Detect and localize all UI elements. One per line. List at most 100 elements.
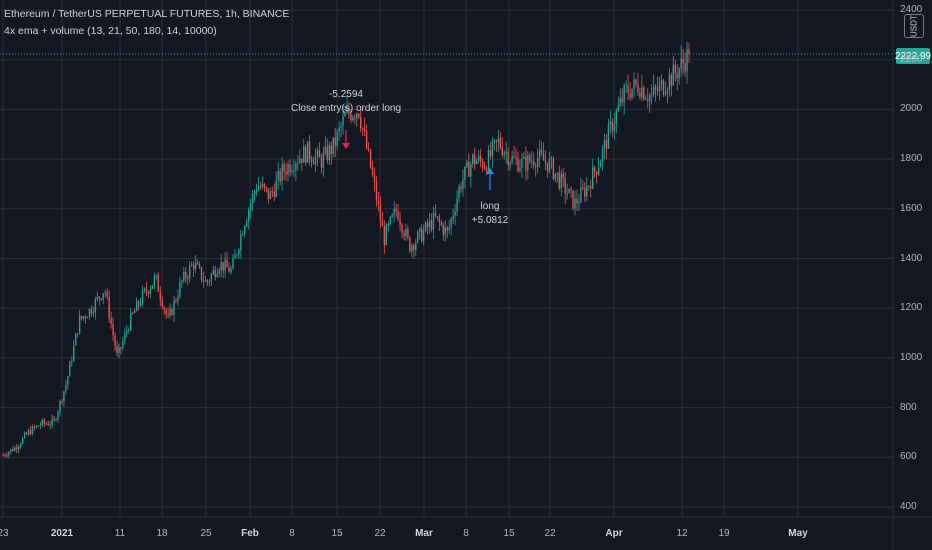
- candle-body: [86, 317, 89, 319]
- candle-body: [177, 296, 179, 301]
- candle-body: [346, 107, 348, 113]
- candle-body: [489, 149, 492, 157]
- currency-unit-button[interactable]: USDT: [904, 14, 924, 38]
- candle-body: [122, 340, 124, 349]
- candle-body: [356, 113, 358, 119]
- candle-body: [222, 262, 224, 272]
- candle-body: [102, 293, 104, 300]
- candle-body: [198, 264, 201, 268]
- candle-body: [149, 288, 152, 294]
- candle-body: [141, 290, 144, 304]
- candle-body: [497, 138, 500, 142]
- candle-body: [57, 411, 59, 420]
- candle-body: [588, 186, 590, 188]
- candle-body: [509, 162, 511, 166]
- candle-body: [409, 237, 411, 252]
- candle-body: [515, 157, 517, 159]
- candle-body: [84, 316, 87, 318]
- candle-body: [470, 164, 472, 177]
- candle-body: [155, 275, 157, 277]
- candle-body: [265, 186, 268, 189]
- candle-body: [173, 300, 175, 315]
- candle-body: [362, 128, 364, 130]
- candle-body: [179, 281, 181, 297]
- candle-body: [133, 311, 136, 314]
- candle-body: [597, 167, 600, 175]
- candle-body: [43, 419, 45, 424]
- candle-body: [373, 174, 376, 183]
- candle-body: [466, 161, 468, 167]
- candle-body: [538, 149, 541, 158]
- candle-body: [159, 291, 161, 300]
- candle-body: [639, 92, 641, 98]
- candle-body: [358, 113, 360, 117]
- candle-body: [666, 90, 669, 94]
- candle-body: [244, 226, 246, 235]
- candle-body: [503, 152, 505, 156]
- candle-body: [383, 225, 386, 245]
- long-entry-arrowhead: [486, 168, 494, 174]
- candle-body: [513, 156, 515, 158]
- price-tick: 1600: [900, 202, 923, 214]
- candle-body: [493, 140, 496, 143]
- candle-body: [367, 148, 370, 150]
- candle-body: [171, 309, 173, 315]
- candle-body: [98, 296, 100, 299]
- candle-body: [189, 265, 191, 279]
- candle-body: [365, 131, 368, 149]
- candle-body: [481, 161, 484, 169]
- candle-body: [263, 183, 266, 187]
- candle-body: [45, 423, 47, 425]
- candle-body: [609, 121, 612, 125]
- candle-body: [336, 131, 338, 146]
- candle-body: [448, 227, 450, 230]
- price-tick: 1200: [900, 302, 923, 314]
- candle-body: [143, 288, 146, 291]
- candle-body: [584, 188, 586, 197]
- candle-body: [595, 171, 598, 175]
- candle-body: [474, 154, 476, 164]
- candle-body: [53, 418, 55, 420]
- candle-body: [267, 188, 270, 199]
- candle-body: [259, 186, 262, 188]
- candle-body: [283, 164, 285, 172]
- candle-body: [88, 308, 91, 318]
- candle-body: [452, 215, 454, 219]
- price-tick: 2200: [900, 53, 923, 65]
- candle-body: [249, 203, 252, 211]
- candle-body: [422, 230, 425, 242]
- candle-body: [67, 376, 69, 386]
- candle-body: [525, 156, 527, 171]
- candle-body: [55, 419, 57, 421]
- candle-body: [566, 193, 568, 195]
- price-tick: 2400: [900, 4, 923, 15]
- candle-body: [25, 433, 28, 435]
- candle-body: [324, 146, 327, 154]
- candle-body: [61, 400, 63, 402]
- time-tick: 22: [374, 528, 386, 539]
- candle-body: [617, 105, 619, 111]
- candle-body: [519, 167, 521, 172]
- candle-body: [670, 75, 673, 86]
- time-tick: 2021: [50, 528, 74, 539]
- indicator-legend[interactable]: 4x ema + volume (13, 21, 50, 180, 14, 10…: [4, 25, 217, 37]
- candle-body: [662, 80, 665, 95]
- candle-body: [151, 285, 154, 289]
- candle-body: [621, 98, 623, 103]
- candle-body: [419, 228, 421, 232]
- candle-body: [242, 234, 244, 236]
- candle-body: [192, 264, 195, 270]
- candle-body: [407, 228, 409, 238]
- candle-body: [413, 245, 415, 251]
- candle-body: [118, 347, 120, 353]
- candle-body: [291, 170, 293, 173]
- candle-body: [78, 315, 81, 334]
- candle-body: [371, 167, 374, 175]
- candle-body: [649, 95, 651, 102]
- candle-body: [572, 190, 574, 209]
- candle-body: [139, 303, 142, 306]
- candle-body: [517, 158, 519, 172]
- candle-body: [629, 93, 631, 98]
- candle-body: [255, 190, 258, 192]
